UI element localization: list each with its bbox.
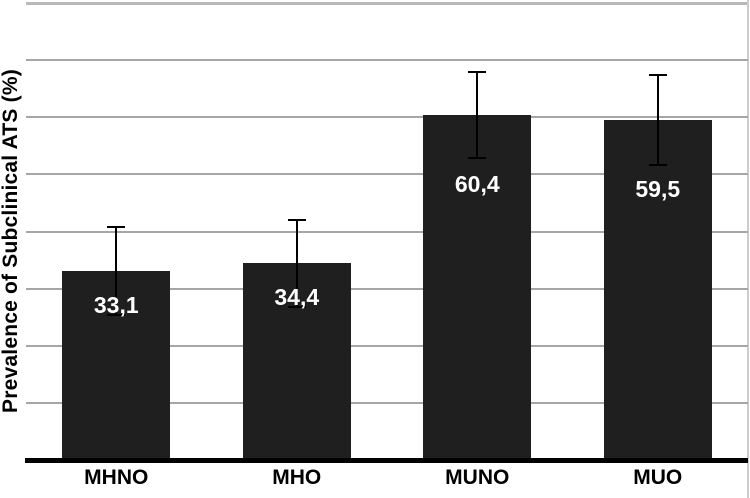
error-bar-line [295, 220, 298, 307]
error-bar-cap-top [107, 225, 126, 228]
x-axis-label: MUNO [445, 466, 510, 489]
error-bar-cap-bottom [287, 305, 306, 308]
error-bar-cap-top [287, 219, 306, 222]
gridline [26, 173, 748, 176]
bar-value-label: 60,4 [454, 170, 500, 197]
gridline [26, 59, 748, 62]
x-axis-label: MHO [272, 466, 322, 489]
error-bar-cap-bottom [648, 164, 667, 167]
bar-value-label: 33,1 [93, 291, 139, 318]
error-bar-cap-bottom [107, 313, 126, 316]
y-axis-title: Prevalence of Subclinical ATS (%) [0, 69, 22, 413]
gridline [26, 401, 748, 404]
gridline [26, 287, 748, 290]
x-axis-label: MHNO [84, 466, 149, 489]
bar [603, 120, 712, 460]
gridline [26, 116, 748, 119]
error-bar-cap-top [648, 73, 667, 76]
bar-value-label: 34,4 [274, 284, 320, 311]
x-axis-line [25, 458, 748, 463]
plot-top-border [26, 2, 748, 5]
error-bar-cap-top [468, 71, 487, 74]
plot-right-border [747, 0, 749, 498]
bar [423, 114, 532, 460]
error-bar-line [115, 226, 118, 315]
gridline [26, 230, 748, 233]
error-bar-cap-bottom [468, 156, 487, 159]
gridline [26, 344, 748, 347]
error-bar-line [476, 72, 479, 158]
error-bar-line [656, 74, 659, 166]
bar-value-label: 59,5 [635, 176, 681, 203]
x-axis-label: MUO [633, 466, 683, 489]
